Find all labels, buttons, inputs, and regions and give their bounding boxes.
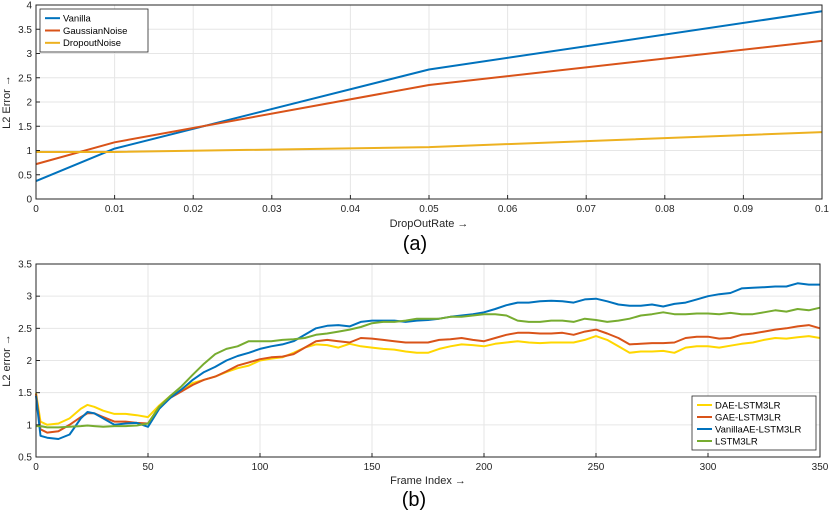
x-tick-label: 0.07 bbox=[576, 204, 596, 215]
y-tick-label: 4 bbox=[26, 1, 32, 12]
x-tick-label: 0 bbox=[33, 462, 39, 473]
x-tick-label: 250 bbox=[588, 462, 605, 473]
legend-label: LSTM3LR bbox=[715, 436, 758, 447]
subfigure-caption: (b) bbox=[402, 489, 426, 511]
x-tick-label: 0.01 bbox=[105, 204, 125, 215]
y-tick-label: 3.5 bbox=[18, 260, 32, 271]
x-tick-label: 0.06 bbox=[498, 204, 518, 215]
series-line-dropoutnoise bbox=[36, 131, 823, 153]
y-axis-label: L2 Error → bbox=[1, 75, 13, 129]
x-tick-label: 150 bbox=[364, 462, 381, 473]
legend-label: VanillaAE-LSTM3LR bbox=[715, 424, 802, 435]
legend-label: GaussianNoise bbox=[63, 26, 127, 37]
y-tick-label: 2.5 bbox=[18, 324, 32, 335]
legend: DAE-LSTM3LRGAE-LSTM3LRVanillaAE-LSTM3LRL… bbox=[691, 395, 817, 451]
x-tick-label: 0.08 bbox=[655, 204, 675, 215]
y-axis-label: L2 error → bbox=[1, 334, 13, 387]
x-tick-label: 0.1 bbox=[815, 204, 829, 215]
chart-a: 0 0.01 0.02 0.03 0.04 0.05 0.06 0.07 0.08 0.09 0.1… bbox=[1, 1, 829, 256]
x-tick-label: 0.09 bbox=[734, 204, 754, 215]
y-tick-label: 0.5 bbox=[18, 170, 32, 181]
series-line-vanillaae-lstm3lr bbox=[35, 282, 820, 440]
y-tick-label: 0 bbox=[26, 195, 32, 206]
series-line-vanilla bbox=[35, 10, 823, 183]
x-tick-label: 200 bbox=[476, 462, 493, 473]
y-tick-label: 3 bbox=[26, 49, 32, 60]
series-line-lstm3lr bbox=[36, 306, 821, 429]
legend-label: DropoutNoise bbox=[63, 38, 121, 49]
y-tick-label: 0.5 bbox=[18, 453, 32, 464]
x-tick-label: 300 bbox=[700, 462, 717, 473]
x-axis-label: DropOutRate → bbox=[390, 218, 469, 230]
y-tick-label: 3 bbox=[26, 292, 32, 303]
y-tick-label: 2 bbox=[26, 356, 32, 367]
x-tick-label: 0.02 bbox=[183, 204, 203, 215]
y-tick-label: 1 bbox=[26, 420, 32, 431]
y-tick-label: 1.5 bbox=[18, 388, 32, 399]
x-tick-label: 350 bbox=[812, 462, 829, 473]
legend-box bbox=[691, 395, 817, 451]
x-tick-label: 0.03 bbox=[262, 204, 282, 215]
series-line-gaussiannoise bbox=[35, 39, 823, 166]
x-tick-label: 0 bbox=[33, 204, 39, 215]
legend-label: DAE-LSTM3LR bbox=[715, 400, 781, 411]
x-axis-label: Frame Index → bbox=[390, 475, 466, 487]
legend-label: Vanilla bbox=[63, 13, 92, 24]
y-tick-label: 1 bbox=[26, 146, 32, 157]
y-tick-label: 3.5 bbox=[18, 25, 32, 36]
x-tick-label: 0.05 bbox=[419, 204, 439, 215]
x-tick-label: 50 bbox=[142, 462, 154, 473]
y-tick-label: 1.5 bbox=[18, 122, 32, 133]
x-tick-label: 0.04 bbox=[341, 204, 361, 215]
legend-label: GAE-LSTM3LR bbox=[715, 412, 781, 423]
y-tick-label: 2.5 bbox=[18, 73, 32, 84]
subfigure-caption: (a) bbox=[403, 233, 427, 255]
x-tick-label: 100 bbox=[252, 462, 269, 473]
y-tick-label: 2 bbox=[26, 98, 32, 109]
chart-b: 0 50 100 150 200 250 300 350 0.5 1 1.5 2 2.5 3 3.5 Fram… bbox=[1, 260, 829, 512]
series-line-dae-lstm3lr bbox=[35, 335, 821, 426]
